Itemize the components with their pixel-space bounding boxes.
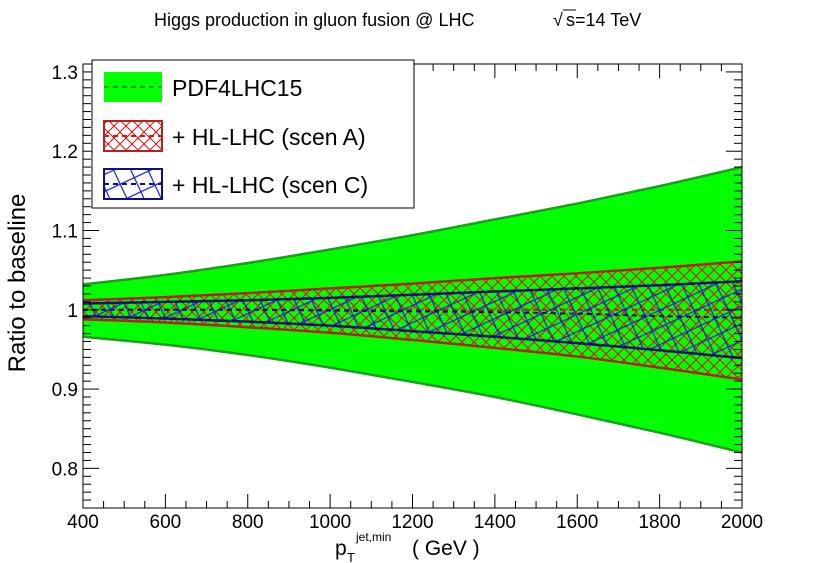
y-tick-label: 1 (67, 301, 78, 322)
band-lower-edge-2 (83, 318, 742, 381)
x-tick-label: 1200 (391, 512, 433, 533)
band-3 (83, 279, 742, 360)
band-lower-edge-1 (83, 335, 742, 454)
x-tick-label: 800 (232, 512, 264, 533)
band-upper-edge-3 (83, 279, 742, 305)
x-tick-label: 1600 (556, 512, 598, 533)
bands (83, 165, 742, 454)
band-upper-edge-2 (83, 260, 742, 302)
chart-title: Higgs production in gluon fusion @ LHC √… (154, 9, 641, 30)
y-tick-label: 1.3 (52, 63, 78, 84)
legend-label: + HL-LHC (scen C) (172, 172, 368, 198)
x-tick-label: 600 (150, 512, 182, 533)
x-tick-label: 1400 (474, 512, 516, 533)
x-label-sup: jet,min (355, 530, 391, 544)
x-tick-label: 400 (67, 512, 99, 533)
x-tick-label: 2000 (721, 512, 763, 533)
x-tick-label: 1800 (638, 512, 680, 533)
legend-entry-1: PDF4LHC15 (104, 72, 302, 102)
title-energy: s=14 TeV (566, 10, 641, 30)
y-axis: 0.8 0.9 1 1.1 1.2 1.3 (52, 63, 742, 509)
legend-label: PDF4LHC15 (172, 75, 302, 101)
legend: PDF4LHC15 + HL-LHC (scen A) + HL-LHC (scen… (91, 59, 415, 209)
band-upper-edge-1 (83, 165, 742, 286)
legend-label: + HL-LHC (scen A) (172, 124, 366, 150)
x-axis-title: p T jet,min ( GeV ) (335, 530, 480, 563)
legend-entry-3: + HL-LHC (scen C) (103, 168, 368, 200)
title-sqrt-symbol: √ (553, 10, 563, 30)
x-label-main: p (335, 537, 347, 560)
x-axis: 400 600 800 1000 1200 1400 1600 1800 2000 (67, 64, 763, 533)
legend-entry-2: + HL-LHC (scen A) (103, 120, 366, 152)
title-text: Higgs production in gluon fusion @ LHC (154, 10, 474, 30)
band-central-3 (83, 308, 742, 319)
y-tick-label: 0.9 (52, 380, 78, 401)
band-lower-edge-3 (83, 314, 742, 360)
x-label-unit: ( GeV ) (412, 537, 480, 560)
y-tick-label: 0.8 (52, 459, 78, 480)
y-tick-label: 1.1 (52, 222, 78, 243)
x-label-sub: T (347, 550, 355, 563)
y-axis-title: Ratio to baseline (4, 194, 31, 373)
x-tick-label: 1000 (309, 512, 351, 533)
y-tick-label: 1.2 (52, 142, 78, 163)
